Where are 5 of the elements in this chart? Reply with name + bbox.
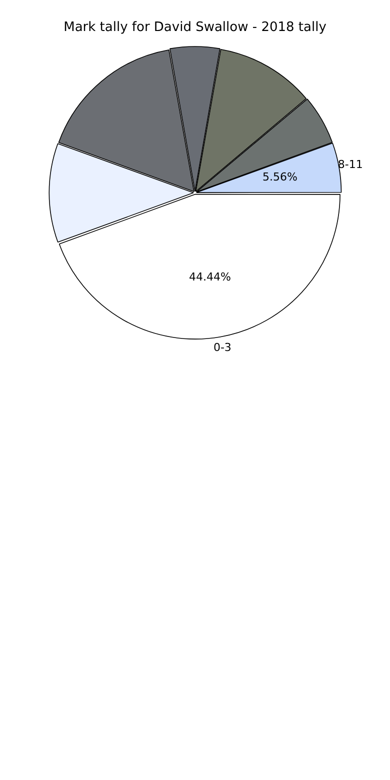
slice-label: 0-3 [213, 341, 232, 354]
chart-title: Mark tally for David Swallow - 2018 tally [64, 20, 327, 36]
data-label: 44.44% [189, 270, 231, 284]
data-label: 5.56% [262, 170, 298, 184]
slice-label: 8-11 [338, 158, 363, 172]
